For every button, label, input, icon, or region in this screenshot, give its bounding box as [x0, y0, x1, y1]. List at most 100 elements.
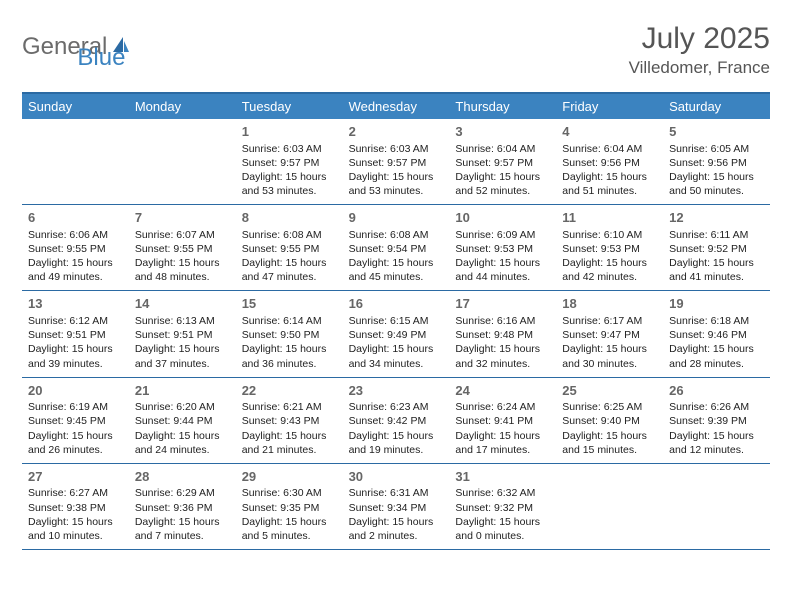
sunset-line: Sunset: 9:38 PM — [28, 501, 123, 515]
daylight-line: Daylight: 15 hours and 45 minutes. — [349, 256, 444, 284]
day-header-cell: Monday — [129, 94, 236, 119]
day-number: 2 — [349, 123, 444, 141]
sunrise-line: Sunrise: 6:06 AM — [28, 228, 123, 242]
day-number: 17 — [455, 295, 550, 313]
daylight-line: Daylight: 15 hours and 53 minutes. — [349, 170, 444, 198]
daylight-line: Daylight: 15 hours and 51 minutes. — [562, 170, 657, 198]
calendar-cell — [22, 119, 129, 204]
daylight-line: Daylight: 15 hours and 53 minutes. — [242, 170, 337, 198]
daylight-line: Daylight: 15 hours and 2 minutes. — [349, 515, 444, 543]
calendar-cell: 21Sunrise: 6:20 AMSunset: 9:44 PMDayligh… — [129, 378, 236, 463]
day-header-cell: Friday — [556, 94, 663, 119]
sunset-line: Sunset: 9:32 PM — [455, 501, 550, 515]
header: General Blue July 2025 Villedomer, Franc… — [22, 22, 770, 78]
logo: General Blue — [22, 22, 125, 72]
day-number: 9 — [349, 209, 444, 227]
sunset-line: Sunset: 9:55 PM — [28, 242, 123, 256]
day-number: 27 — [28, 468, 123, 486]
sunrise-line: Sunrise: 6:08 AM — [242, 228, 337, 242]
day-number: 30 — [349, 468, 444, 486]
calendar-cell: 22Sunrise: 6:21 AMSunset: 9:43 PMDayligh… — [236, 378, 343, 463]
sunrise-line: Sunrise: 6:03 AM — [349, 142, 444, 156]
day-number: 21 — [135, 382, 230, 400]
daylight-line: Daylight: 15 hours and 12 minutes. — [669, 429, 764, 457]
sunset-line: Sunset: 9:54 PM — [349, 242, 444, 256]
daylight-line: Daylight: 15 hours and 5 minutes. — [242, 515, 337, 543]
sunrise-line: Sunrise: 6:04 AM — [455, 142, 550, 156]
daylight-line: Daylight: 15 hours and 50 minutes. — [669, 170, 764, 198]
sunrise-line: Sunrise: 6:03 AM — [242, 142, 337, 156]
daylight-line: Daylight: 15 hours and 24 minutes. — [135, 429, 230, 457]
day-number: 11 — [562, 209, 657, 227]
calendar-cell: 30Sunrise: 6:31 AMSunset: 9:34 PMDayligh… — [343, 464, 450, 549]
daylight-line: Daylight: 15 hours and 30 minutes. — [562, 342, 657, 370]
daylight-line: Daylight: 15 hours and 15 minutes. — [562, 429, 657, 457]
day-number: 15 — [242, 295, 337, 313]
day-number: 8 — [242, 209, 337, 227]
calendar-cell: 13Sunrise: 6:12 AMSunset: 9:51 PMDayligh… — [22, 291, 129, 376]
daylight-line: Daylight: 15 hours and 47 minutes. — [242, 256, 337, 284]
sunset-line: Sunset: 9:39 PM — [669, 414, 764, 428]
calendar-cell: 16Sunrise: 6:15 AMSunset: 9:49 PMDayligh… — [343, 291, 450, 376]
sunset-line: Sunset: 9:57 PM — [349, 156, 444, 170]
sunrise-line: Sunrise: 6:04 AM — [562, 142, 657, 156]
sunrise-line: Sunrise: 6:12 AM — [28, 314, 123, 328]
day-number: 29 — [242, 468, 337, 486]
calendar-cell: 4Sunrise: 6:04 AMSunset: 9:56 PMDaylight… — [556, 119, 663, 204]
calendar-cell: 11Sunrise: 6:10 AMSunset: 9:53 PMDayligh… — [556, 205, 663, 290]
calendar: SundayMondayTuesdayWednesdayThursdayFrid… — [22, 92, 770, 550]
sunset-line: Sunset: 9:53 PM — [562, 242, 657, 256]
day-number: 18 — [562, 295, 657, 313]
calendar-cell: 20Sunrise: 6:19 AMSunset: 9:45 PMDayligh… — [22, 378, 129, 463]
calendar-cell: 23Sunrise: 6:23 AMSunset: 9:42 PMDayligh… — [343, 378, 450, 463]
calendar-cell: 24Sunrise: 6:24 AMSunset: 9:41 PMDayligh… — [449, 378, 556, 463]
sunset-line: Sunset: 9:45 PM — [28, 414, 123, 428]
sunrise-line: Sunrise: 6:18 AM — [669, 314, 764, 328]
sunset-line: Sunset: 9:47 PM — [562, 328, 657, 342]
sunset-line: Sunset: 9:57 PM — [455, 156, 550, 170]
calendar-body: 1Sunrise: 6:03 AMSunset: 9:57 PMDaylight… — [22, 119, 770, 550]
calendar-week: 20Sunrise: 6:19 AMSunset: 9:45 PMDayligh… — [22, 378, 770, 464]
day-number: 20 — [28, 382, 123, 400]
calendar-cell: 15Sunrise: 6:14 AMSunset: 9:50 PMDayligh… — [236, 291, 343, 376]
sunrise-line: Sunrise: 6:05 AM — [669, 142, 764, 156]
day-number: 24 — [455, 382, 550, 400]
sunrise-line: Sunrise: 6:23 AM — [349, 400, 444, 414]
day-header-cell: Thursday — [449, 94, 556, 119]
calendar-cell: 9Sunrise: 6:08 AMSunset: 9:54 PMDaylight… — [343, 205, 450, 290]
calendar-cell: 5Sunrise: 6:05 AMSunset: 9:56 PMDaylight… — [663, 119, 770, 204]
sunset-line: Sunset: 9:36 PM — [135, 501, 230, 515]
calendar-cell: 3Sunrise: 6:04 AMSunset: 9:57 PMDaylight… — [449, 119, 556, 204]
sunset-line: Sunset: 9:40 PM — [562, 414, 657, 428]
day-number: 12 — [669, 209, 764, 227]
sunset-line: Sunset: 9:55 PM — [242, 242, 337, 256]
daylight-line: Daylight: 15 hours and 42 minutes. — [562, 256, 657, 284]
sunrise-line: Sunrise: 6:10 AM — [562, 228, 657, 242]
calendar-cell: 6Sunrise: 6:06 AMSunset: 9:55 PMDaylight… — [22, 205, 129, 290]
daylight-line: Daylight: 15 hours and 52 minutes. — [455, 170, 550, 198]
sunset-line: Sunset: 9:50 PM — [242, 328, 337, 342]
day-number: 7 — [135, 209, 230, 227]
calendar-week: 1Sunrise: 6:03 AMSunset: 9:57 PMDaylight… — [22, 119, 770, 205]
sunrise-line: Sunrise: 6:26 AM — [669, 400, 764, 414]
sunrise-line: Sunrise: 6:17 AM — [562, 314, 657, 328]
calendar-cell: 27Sunrise: 6:27 AMSunset: 9:38 PMDayligh… — [22, 464, 129, 549]
day-header-cell: Wednesday — [343, 94, 450, 119]
sunset-line: Sunset: 9:46 PM — [669, 328, 764, 342]
title-block: July 2025 Villedomer, France — [629, 22, 770, 78]
daylight-line: Daylight: 15 hours and 19 minutes. — [349, 429, 444, 457]
calendar-cell — [663, 464, 770, 549]
month-title: July 2025 — [629, 22, 770, 56]
sunset-line: Sunset: 9:49 PM — [349, 328, 444, 342]
sunrise-line: Sunrise: 6:27 AM — [28, 486, 123, 500]
day-number: 14 — [135, 295, 230, 313]
calendar-cell: 2Sunrise: 6:03 AMSunset: 9:57 PMDaylight… — [343, 119, 450, 204]
day-number: 13 — [28, 295, 123, 313]
sunset-line: Sunset: 9:51 PM — [135, 328, 230, 342]
logo-text-blue: Blue — [77, 44, 125, 72]
sunset-line: Sunset: 9:44 PM — [135, 414, 230, 428]
calendar-cell: 31Sunrise: 6:32 AMSunset: 9:32 PMDayligh… — [449, 464, 556, 549]
sunrise-line: Sunrise: 6:32 AM — [455, 486, 550, 500]
day-number: 5 — [669, 123, 764, 141]
daylight-line: Daylight: 15 hours and 21 minutes. — [242, 429, 337, 457]
